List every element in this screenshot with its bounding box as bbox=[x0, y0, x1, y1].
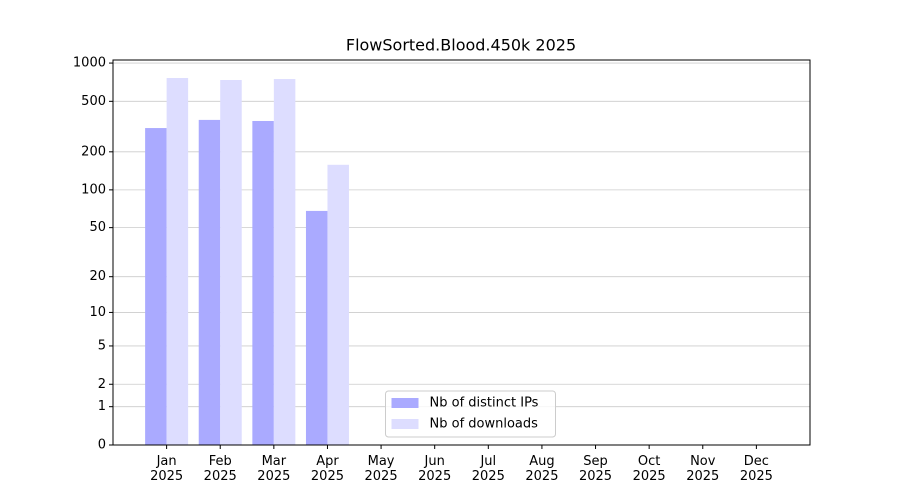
y-tick-label: 1 bbox=[98, 399, 106, 414]
legend: Nb of distinct IPs Nb of downloads bbox=[385, 390, 556, 438]
x-tick-label: Jan 2025 bbox=[150, 454, 184, 484]
bar bbox=[273, 79, 296, 446]
x-tick-label: Feb 2025 bbox=[203, 454, 237, 484]
chart-title: FlowSorted.Blood.450k 2025 bbox=[346, 36, 576, 55]
x-tick-label: Sep 2025 bbox=[578, 454, 613, 484]
bar bbox=[327, 164, 349, 445]
x-tick-label: Apr 2025 bbox=[310, 454, 344, 484]
legend-swatch bbox=[391, 398, 419, 408]
bar bbox=[145, 128, 167, 445]
x-tick-label: May 2025 bbox=[364, 454, 398, 484]
x-tick-label: Aug 2025 bbox=[525, 454, 559, 484]
legend-frame bbox=[385, 390, 556, 438]
y-tick-label: 20 bbox=[89, 269, 106, 284]
y-tick-label: 0 bbox=[98, 438, 106, 453]
y-tick-label: 50 bbox=[89, 220, 106, 235]
x-tick-label: Mar 2025 bbox=[257, 454, 291, 484]
y-tick-label: 2 bbox=[98, 377, 106, 392]
legend-label: Nb of distinct IPs bbox=[430, 396, 539, 411]
y-tick-label: 10 bbox=[89, 305, 106, 320]
bar bbox=[305, 210, 328, 445]
x-tick-label: Oct 2025 bbox=[632, 454, 666, 484]
y-tick-label: 200 bbox=[81, 144, 106, 159]
legend-label: Nb of downloads bbox=[430, 417, 539, 432]
legend-swatch bbox=[391, 419, 419, 429]
x-tick-label: Dec 2025 bbox=[739, 454, 773, 484]
x-tick-label: Nov 2025 bbox=[686, 454, 720, 484]
x-tick-label: Jul 2025 bbox=[471, 454, 505, 484]
x-tick-label: Jun 2025 bbox=[418, 454, 452, 484]
y-tick-label: 5 bbox=[98, 338, 106, 353]
plot-frame bbox=[112, 59, 811, 446]
bar bbox=[166, 77, 189, 445]
y-tick-label: 1000 bbox=[73, 56, 106, 71]
bar bbox=[252, 120, 274, 445]
bar bbox=[220, 79, 242, 445]
y-tick-label: 500 bbox=[81, 94, 106, 109]
bar bbox=[198, 119, 221, 446]
y-tick-label: 100 bbox=[81, 182, 106, 197]
